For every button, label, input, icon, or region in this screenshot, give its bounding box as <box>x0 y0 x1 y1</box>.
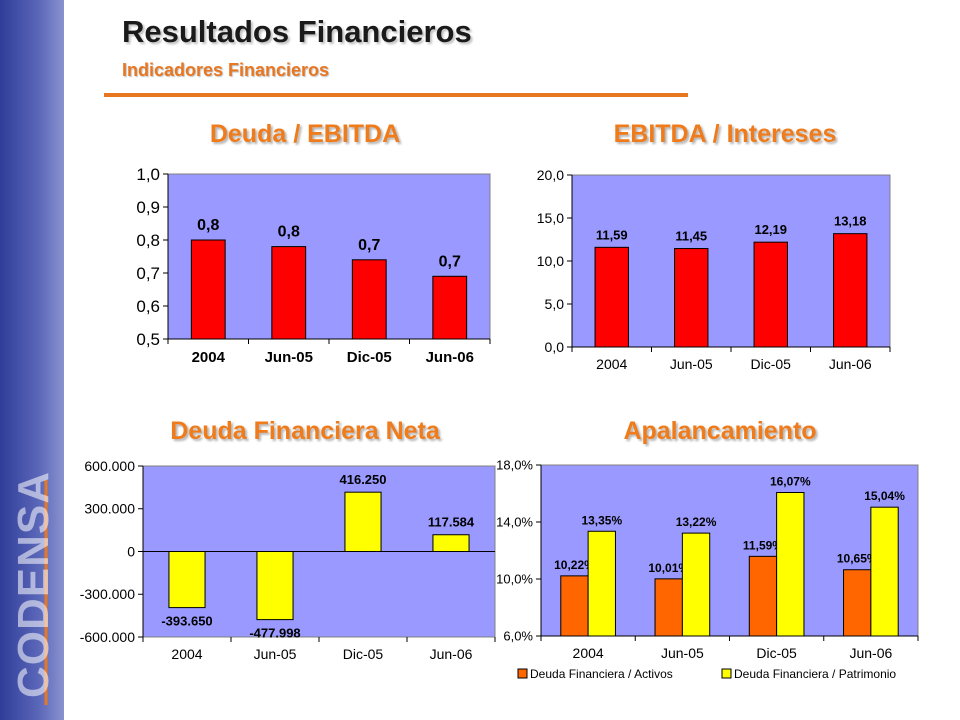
y-tick-label: 1,0 <box>136 165 160 184</box>
bar <box>594 246 629 348</box>
bar <box>190 239 226 340</box>
x-tick-label: Jun-06 <box>430 646 473 662</box>
y-tick-label: 0,8 <box>136 231 160 250</box>
chart-deuda-ebitda: 0,8 0,8 0,7 0,7 1,0 0,9 0,8 0,7 0,6 0,5 2004 Jun-05… <box>136 165 491 366</box>
y-tick-label: 15,0 <box>537 210 564 226</box>
y-tick-label: 0,5 <box>136 330 160 349</box>
x-tick-label: Jun-05 <box>661 645 704 661</box>
data-label: 0,7 <box>358 237 380 254</box>
y-tick-label: 14,0% <box>496 515 533 530</box>
data-label: 11,59% <box>743 538 783 552</box>
bar <box>351 259 387 340</box>
chart-ebitda-intereses: 11,59 11,45 12,19 13,18 20,0 15,0 10,0 5,0 0,0 20… <box>537 167 891 372</box>
bar <box>681 532 711 637</box>
y-tick-label: -600.000 <box>80 629 135 645</box>
x-tick-label: 2004 <box>192 349 226 366</box>
x-tick-label: Jun-05 <box>670 356 713 372</box>
x-tick-label: Jun-05 <box>254 646 297 662</box>
data-label: 416.250 <box>340 472 387 487</box>
data-label: 0,8 <box>278 224 300 241</box>
legend-swatch <box>517 668 528 679</box>
bar <box>753 241 788 348</box>
data-label: 117.584 <box>428 515 475 530</box>
sidebar-band: CODENSA <box>0 0 64 720</box>
chart-title-deuda-ebitda: Deuda / EBITDA <box>209 120 401 148</box>
chart-deuda-financiera-neta: -393.650 -477.998 416.250 117.584 600.000 300… <box>80 458 496 662</box>
y-tick-label: 18,0% <box>496 458 533 473</box>
data-label: -393.650 <box>161 613 212 628</box>
data-label: 16,07% <box>770 475 811 489</box>
y-tick-label: 6,0% <box>503 629 533 644</box>
codensa-logo: CODENSA <box>9 471 58 705</box>
x-tick-label: Dic-05 <box>343 646 384 662</box>
data-label: 13,18 <box>834 214 867 229</box>
data-label: 11,59 <box>596 227 628 242</box>
bar <box>344 491 382 552</box>
bar <box>748 555 778 637</box>
y-tick-label: 0,0 <box>545 339 565 355</box>
y-tick-label: 0 <box>127 543 135 559</box>
page-subtitle: Indicadores Financieros <box>122 60 330 80</box>
data-label: 13,22% <box>676 515 717 529</box>
bar <box>674 248 709 348</box>
data-label: -477.998 <box>249 625 300 640</box>
x-tick-label: Jun-06 <box>829 356 872 372</box>
bar <box>432 275 468 340</box>
y-tick-label: 0,7 <box>136 264 160 283</box>
legend-label: Deuda Financiera / Activos <box>530 667 673 681</box>
data-label: 10,01% <box>648 561 689 575</box>
title-underline <box>104 93 688 97</box>
x-tick-label: Dic-05 <box>347 349 392 366</box>
x-tick-label: 2004 <box>573 645 604 661</box>
bar <box>256 551 294 621</box>
bar <box>776 492 805 637</box>
legend-swatch <box>721 668 732 679</box>
data-label: 13,35% <box>581 513 622 527</box>
legend-label: Deuda Financiera / Patrimonio <box>734 667 896 681</box>
bar <box>432 534 470 552</box>
data-label: 15,04% <box>864 489 905 503</box>
chart-title-apalancamiento: Apalancamiento <box>623 417 817 445</box>
x-tick-label: Jun-06 <box>849 645 892 661</box>
bar <box>870 506 899 637</box>
x-tick-label: 2004 <box>171 646 202 662</box>
x-tick-label: Jun-06 <box>426 349 474 366</box>
y-tick-label: 600.000 <box>84 458 135 474</box>
bar <box>654 578 683 637</box>
chart-title-deuda-neta: Deuda Financiera Neta <box>170 417 440 445</box>
bar <box>560 575 589 637</box>
x-tick-label: Dic-05 <box>751 356 792 372</box>
data-label: 10,22% <box>554 558 595 572</box>
data-label: 11,45 <box>675 229 707 244</box>
y-tick-label: 10,0 <box>537 253 564 269</box>
y-tick-label: 0,9 <box>136 198 160 217</box>
chart-apalancamiento: 10,22% 10,01% 11,59% 10,65% 13,35% 13,22% 16,0… <box>496 458 919 681</box>
x-tick-label: 2004 <box>596 356 627 372</box>
page-title: Resultados Financieros <box>122 14 472 49</box>
data-label: 0,7 <box>439 253 461 270</box>
x-tick-label: Jun-05 <box>265 349 313 366</box>
chart-title-ebitda-intereses: EBITDA / Intereses <box>613 120 837 148</box>
y-tick-label: 300.000 <box>84 501 135 517</box>
y-tick-label: 5,0 <box>545 296 565 312</box>
bar <box>168 551 206 609</box>
bar <box>833 233 868 348</box>
data-label: 10,65% <box>837 552 878 566</box>
bar <box>843 569 872 637</box>
data-label: 12,19 <box>754 222 787 237</box>
bar <box>271 246 307 340</box>
y-tick-label: 20,0 <box>537 167 564 183</box>
bar <box>587 530 616 637</box>
svg-text:CODENSA: CODENSA <box>9 471 58 698</box>
data-label: 0,8 <box>197 217 219 234</box>
y-tick-label: 0,6 <box>136 297 160 316</box>
y-tick-label: 10,0% <box>496 572 533 587</box>
x-tick-label: Dic-05 <box>756 645 797 661</box>
y-tick-label: -300.000 <box>80 586 135 602</box>
